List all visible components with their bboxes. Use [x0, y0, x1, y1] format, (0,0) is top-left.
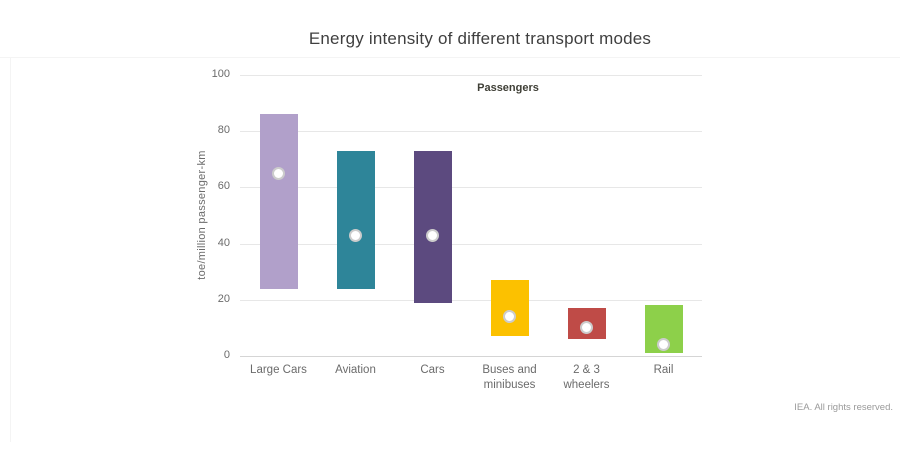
copyright-note: IEA. All rights reserved. [794, 402, 893, 413]
y-tick-label-80: 80 [217, 124, 230, 137]
panel-top-border [0, 57, 900, 58]
gridline-y-80 [240, 131, 702, 133]
gridline-y-0 [240, 356, 702, 357]
gridline-y-60 [240, 187, 702, 189]
y-tick-label-40: 40 [217, 236, 230, 249]
x-axis-label-cars: Cars [420, 364, 445, 376]
x-axis-label-buses-and-minibuses: Buses and minibuses [482, 364, 537, 391]
range-bar-buses-and-minibuses[interactable] [490, 280, 529, 337]
marker-dot-cars[interactable] [426, 228, 439, 242]
y-tick-label-0: 0 [223, 349, 230, 361]
x-axis-label-rail: Rail [653, 364, 674, 376]
x-axis-label-large-cars: Large Cars [250, 364, 307, 376]
series-label-passengers: Passengers [477, 82, 539, 94]
x-axis-label-aviation: Aviation [335, 364, 376, 376]
gridline-y-20 [240, 299, 702, 301]
marker-dot-large-cars[interactable] [272, 166, 285, 180]
gridline-y-100 [240, 75, 702, 76]
range-bar-cars[interactable] [413, 150, 452, 303]
chart-title: Energy intensity of different transport … [308, 29, 652, 48]
marker-dot-rail[interactable] [657, 338, 670, 352]
x-axis-label-2-3-wheelers: 2 & 3 wheelers [563, 364, 610, 391]
y-tick-label-60: 60 [217, 180, 230, 193]
marker-dot-buses-and-minibuses[interactable] [503, 310, 516, 324]
panel-left-border [10, 57, 11, 442]
marker-dot-aviation[interactable] [349, 228, 362, 242]
marker-dot-2-3-wheelers[interactable] [580, 321, 593, 335]
range-bar-large-cars[interactable] [259, 114, 298, 289]
y-tick-label-100: 100 [211, 68, 230, 80]
range-bar-aviation[interactable] [336, 150, 375, 289]
gridline-y-40 [240, 243, 702, 245]
y-tick-label-20: 20 [217, 292, 230, 305]
